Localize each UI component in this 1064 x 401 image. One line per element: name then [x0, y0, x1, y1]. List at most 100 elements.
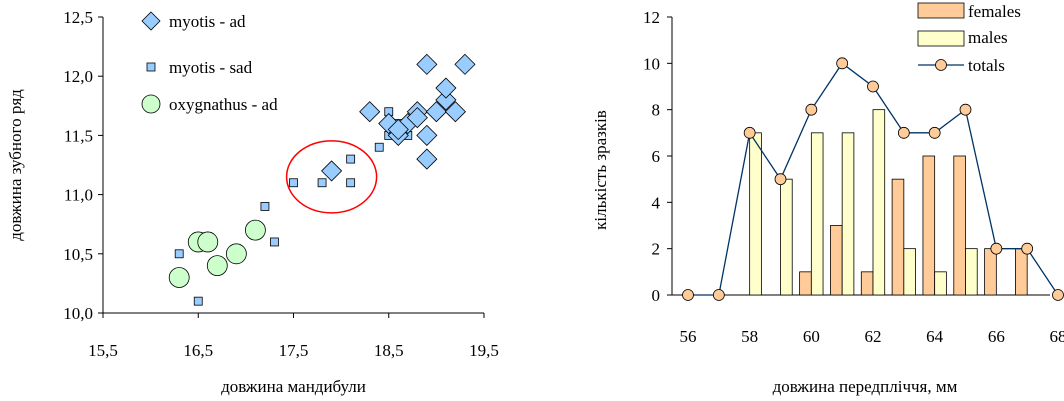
- x-tick-label: 18,5: [374, 341, 404, 360]
- totals-point: [1052, 289, 1064, 301]
- legend-marker-circle: [141, 94, 161, 114]
- x-tick-label: 58: [741, 327, 758, 346]
- bar-males: [872, 109, 886, 296]
- bar-males: [903, 248, 916, 296]
- data-point-diamond: [435, 89, 457, 111]
- x-axis-label: довжина передпліччя, мм: [773, 377, 958, 396]
- data-point-circle: [225, 243, 247, 265]
- data-point-diamond: [435, 77, 457, 99]
- y-tick-label: 8: [652, 101, 661, 120]
- totals-point: [897, 126, 910, 139]
- x-tick-label: 68: [1050, 327, 1064, 346]
- bar-females: [922, 155, 936, 296]
- data-point-square: [289, 178, 298, 188]
- x-tick-label: 16,5: [183, 341, 213, 360]
- data-point-diamond: [416, 53, 438, 75]
- x-tick-label: 56: [680, 327, 697, 346]
- data-point-square: [260, 202, 270, 211]
- data-point-square: [346, 178, 356, 188]
- data-point-diamond: [406, 107, 428, 129]
- data-point-circle: [168, 267, 190, 288]
- totals-point: [959, 103, 972, 116]
- bar-males: [810, 132, 824, 296]
- data-point-square: [174, 249, 184, 259]
- scatter-chart: 10,0 10,5 11,0 11,5 12,0 12,5 15,5 16,5 17,5 18,5…: [6, 8, 499, 396]
- y-tick-label: 10: [643, 54, 660, 73]
- legend-marker-square: [146, 62, 156, 72]
- highlight-ellipse: [285, 140, 378, 214]
- data-point-diamond: [454, 53, 476, 75]
- x-tick-label: 15,5: [88, 341, 118, 360]
- y-tick-label: 12: [643, 8, 660, 27]
- y-tick-label: 10,5: [63, 245, 93, 264]
- bar-females: [860, 271, 874, 296]
- bar-females: [984, 248, 997, 296]
- legend-label: totals: [968, 56, 1005, 75]
- data-point-diamond: [425, 101, 447, 123]
- totals-point: [682, 289, 694, 301]
- y-tick-label: 0: [652, 286, 661, 305]
- bar-males: [934, 271, 947, 296]
- data-point-diamond: [321, 160, 343, 182]
- data-point-square: [193, 296, 203, 306]
- totals-point: [928, 126, 941, 139]
- legend-marker-totals: [935, 59, 947, 71]
- bar-females: [799, 271, 812, 296]
- y-tick-label: 11,0: [64, 186, 93, 205]
- y-axis-label: довжина зубного ряд: [6, 89, 25, 241]
- legend-marker-diamond: [141, 11, 161, 31]
- data-point-diamond: [387, 118, 409, 141]
- x-tick-label: 60: [803, 327, 820, 346]
- bar-females: [830, 225, 843, 296]
- legend-label: myotis - sad: [169, 58, 253, 77]
- y-tick-label: 12,0: [63, 67, 93, 86]
- totals-point: [990, 242, 1003, 255]
- bar-males: [965, 248, 978, 296]
- data-point-circle: [206, 255, 228, 277]
- x-axis-label: довжина мандибули: [221, 377, 366, 396]
- y-tick-label: 4: [652, 193, 661, 212]
- bar-males: [841, 132, 855, 296]
- data-point-diamond: [444, 101, 466, 123]
- y-axis-label: кількість зразків: [591, 110, 610, 230]
- x-tick-label: 62: [865, 327, 882, 346]
- legend-label: oxygnathus - ad: [169, 95, 278, 114]
- totals-point: [712, 289, 725, 301]
- data-point-circle: [244, 219, 266, 241]
- totals-point: [774, 173, 787, 186]
- bar-females: [953, 155, 966, 296]
- y-tick-label: 6: [652, 147, 661, 166]
- x-tick-label: 19,5: [469, 341, 499, 360]
- y-tick-label: 10,0: [63, 304, 93, 323]
- data-point-square: [374, 142, 384, 152]
- data-point-square: [317, 178, 327, 188]
- x-tick-label: 66: [988, 327, 1005, 346]
- y-tick-label: 11,5: [64, 126, 93, 145]
- legend-swatch-females: [917, 2, 965, 19]
- data-point-diamond: [416, 124, 438, 146]
- x-tick-label: 17,5: [279, 341, 309, 360]
- data-point-square: [346, 154, 356, 164]
- totals-point: [805, 103, 818, 116]
- x-tick-label: 64: [926, 327, 944, 346]
- totals-point: [1021, 242, 1034, 255]
- legend-swatch-males: [917, 30, 965, 47]
- bar-females: [891, 178, 905, 296]
- bar-males: [780, 178, 793, 296]
- legend-label: myotis - ad: [169, 12, 246, 31]
- bar-females: [1015, 248, 1028, 296]
- data-point-square: [270, 237, 279, 247]
- totals-point: [743, 126, 756, 139]
- y-tick-label: 12,5: [63, 8, 93, 27]
- data-point-diamond: [416, 148, 438, 170]
- bar-males: [749, 132, 762, 296]
- totals-point: [867, 80, 879, 93]
- legend-label: males: [968, 28, 1008, 47]
- totals-point: [836, 57, 849, 70]
- data-point-circle: [197, 231, 219, 253]
- data-point-diamond: [359, 101, 381, 123]
- y-tick-label: 2: [652, 240, 661, 259]
- legend-label: females: [968, 2, 1021, 21]
